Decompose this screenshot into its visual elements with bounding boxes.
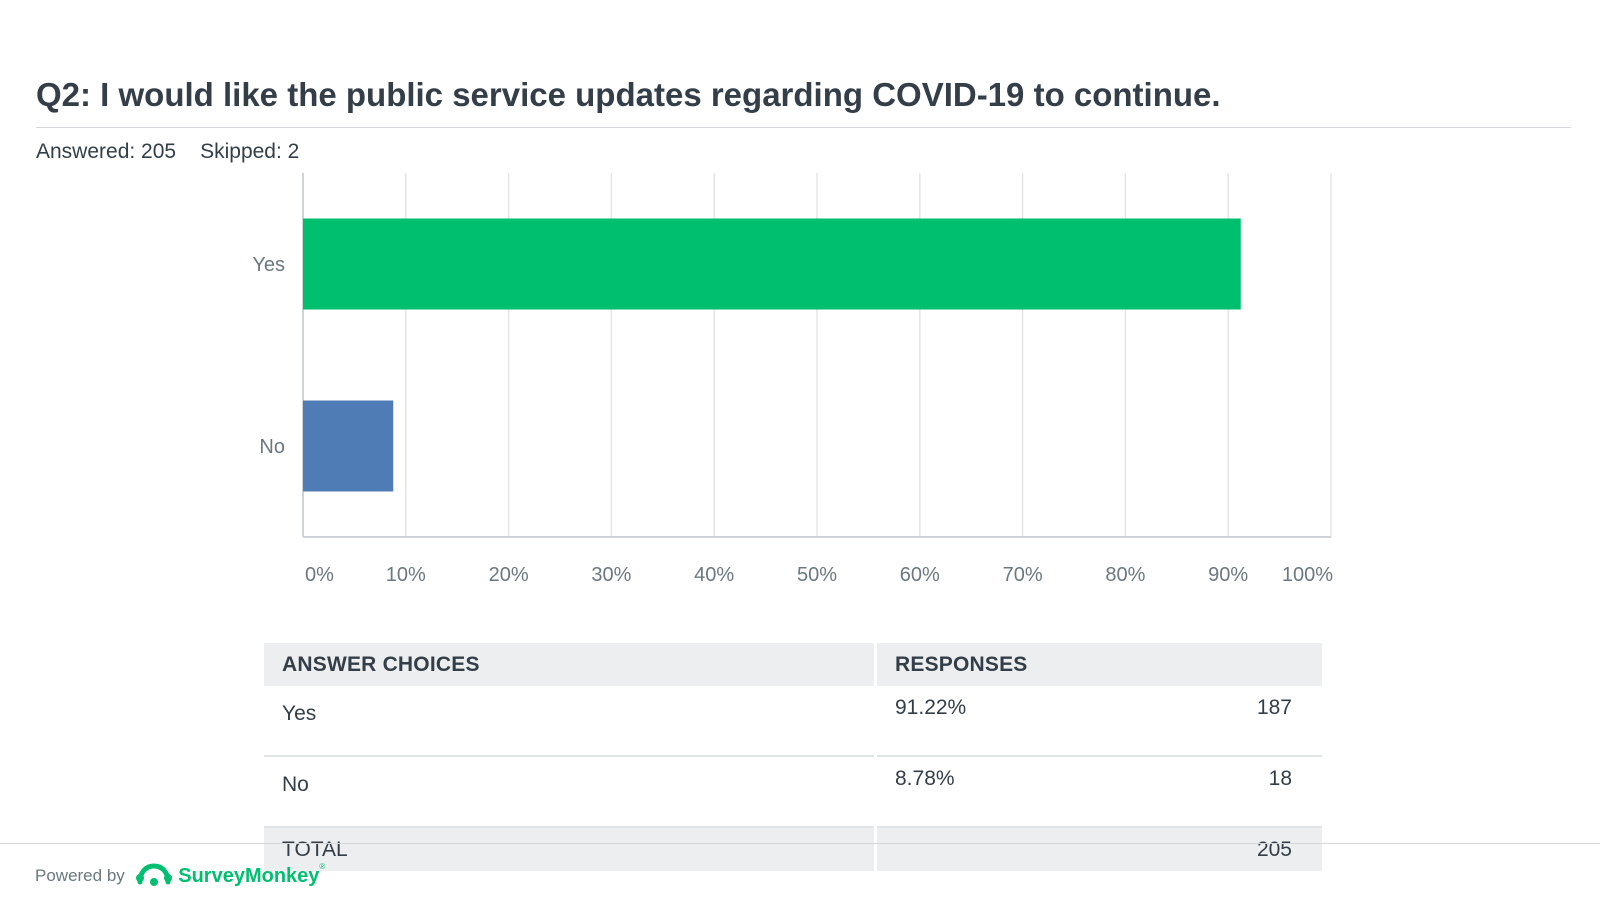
bar-yes	[303, 218, 1241, 310]
x-tick-label: 10%	[386, 564, 426, 586]
x-tick-label: 40%	[694, 564, 734, 586]
table-row: No 8.78% 18	[264, 756, 1322, 828]
row-percent: 8.78%	[895, 767, 955, 790]
footer: Powered by SurveyMonkey®	[35, 862, 325, 891]
x-tick-label: 100%	[1282, 564, 1333, 586]
x-tick-label: 80%	[1105, 564, 1145, 586]
x-tick-label: 90%	[1208, 564, 1248, 586]
answered-count: Answered: 205	[36, 140, 177, 163]
chart-category-labels: Yes No	[252, 254, 285, 458]
header-answer-choices: ANSWER CHOICES	[264, 643, 877, 686]
header-responses: RESPONSES	[875, 643, 1322, 686]
skipped-count: Skipped: 2	[200, 140, 300, 163]
table-header-row: ANSWER CHOICES RESPONSES	[264, 643, 1322, 686]
x-tick-label: 70%	[1003, 564, 1043, 586]
x-tick-label: 0%	[305, 564, 334, 586]
x-tick-label: 30%	[591, 564, 631, 586]
row-responses: 8.78% 18	[875, 756, 1322, 828]
x-tick-label: 20%	[489, 564, 529, 586]
chart-x-tick-labels: 0% 10% 20% 30% 40% 50% 60% 70% 80% 90% 100%	[305, 564, 1333, 586]
total-value: 205	[1256, 837, 1292, 861]
chart-bars	[303, 218, 1241, 492]
table-total-row: TOTAL 205	[264, 827, 1322, 871]
category-label: No	[259, 436, 285, 458]
response-stats: Answered: 205 Skipped: 2	[36, 140, 299, 164]
results-table: ANSWER CHOICES RESPONSES Yes 91.22% 187 …	[264, 643, 1322, 871]
title-divider	[36, 127, 1571, 128]
row-count: 18	[1268, 767, 1292, 790]
bar-chart: Yes No 0% 10% 20% 30% 40% 50% 60% 70% 80% 90% 100%	[252, 173, 1333, 586]
row-choice: No	[264, 756, 877, 828]
row-percent: 91.22%	[895, 696, 967, 719]
total-label: TOTAL	[264, 827, 877, 871]
surveymonkey-logo-icon[interactable]	[135, 862, 172, 891]
row-count: 187	[1256, 696, 1292, 719]
bar-no	[303, 400, 394, 492]
footer-divider	[0, 843, 1600, 844]
category-label: Yes	[252, 254, 285, 276]
trademark-mark: ®	[319, 862, 326, 871]
row-responses: 91.22% 187	[875, 686, 1322, 757]
row-choice: Yes	[264, 686, 877, 757]
x-tick-label: 50%	[797, 564, 837, 586]
total-cell: 205	[875, 827, 1322, 871]
powered-by-label: Powered by	[35, 865, 125, 885]
surveymonkey-brand-link[interactable]: SurveyMonkey	[178, 865, 320, 887]
table-row: Yes 91.22% 187	[264, 686, 1322, 757]
question-title: Q2: I would like the public service upda…	[36, 76, 1221, 113]
x-tick-label: 60%	[900, 564, 940, 586]
